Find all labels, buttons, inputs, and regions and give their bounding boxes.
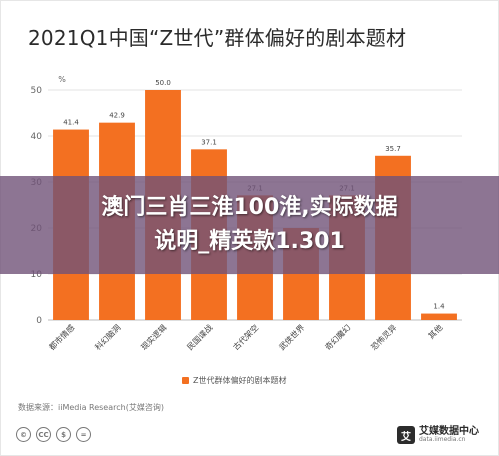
x-tick-label: 都市情感: [47, 322, 77, 352]
x-tick-label: 古代架空: [231, 322, 261, 352]
legend-label: Z世代群体偏好的剧本题材: [193, 376, 287, 385]
y-tick-label: 10: [31, 270, 43, 280]
y-tick-label: 0: [36, 316, 42, 326]
no-derivatives-icon: =: [76, 427, 91, 442]
x-tick-label: 现实逻辑: [139, 322, 169, 352]
data-label: 50.0: [155, 79, 171, 87]
x-tick-label: 其他: [426, 322, 444, 340]
y-tick-label: 50: [31, 86, 43, 96]
data-label: 37.1: [201, 138, 217, 146]
x-tick-label: 奇幻魔幻: [323, 322, 353, 352]
data-label: 42.9: [109, 112, 125, 120]
legend: Z世代群体偏好的剧本题材: [182, 375, 286, 386]
y-tick-label: 40: [31, 132, 43, 142]
x-tick-label: 武侠世界: [277, 322, 307, 352]
brand-name: 艾媒数据中心: [419, 425, 479, 437]
x-tick-label: 民国谍战: [185, 322, 215, 352]
brand-logo-icon: 艾: [397, 426, 415, 444]
data-label: 41.4: [63, 119, 79, 127]
x-tick-label: 科幻脑洞: [93, 322, 123, 352]
overlay-line-2: 说明_精英款1.301: [154, 229, 345, 254]
overlay-line-1: 澳门三肖三淮100淮,实际数据: [101, 195, 398, 220]
chart-title: 2021Q1中国“Z世代”群体偏好的剧本题材: [28, 26, 407, 50]
license-icons: © CC $ =: [16, 427, 91, 442]
brand-url: data.iimedia.cn: [419, 436, 466, 444]
source-note: 数据来源：iiMedia Research(艾媒咨询): [18, 403, 164, 412]
noncommercial-icon: $: [56, 427, 71, 442]
copyright-icon: ©: [16, 427, 31, 442]
overlay-banner[interactable]: 澳门三肖三淮100淮,实际数据 说明_精英款1.301: [0, 176, 499, 274]
legend-swatch: [182, 377, 189, 384]
data-label: 35.7: [385, 145, 401, 153]
bar: [421, 313, 457, 320]
y-unit-label: %: [58, 75, 66, 84]
brand: 艾 艾媒数据中心 data.iimedia.cn: [397, 426, 479, 444]
x-tick-label: 恐怖灵异: [369, 322, 399, 352]
creative-commons-icon: CC: [36, 427, 51, 442]
data-label: 1.4: [433, 303, 445, 311]
